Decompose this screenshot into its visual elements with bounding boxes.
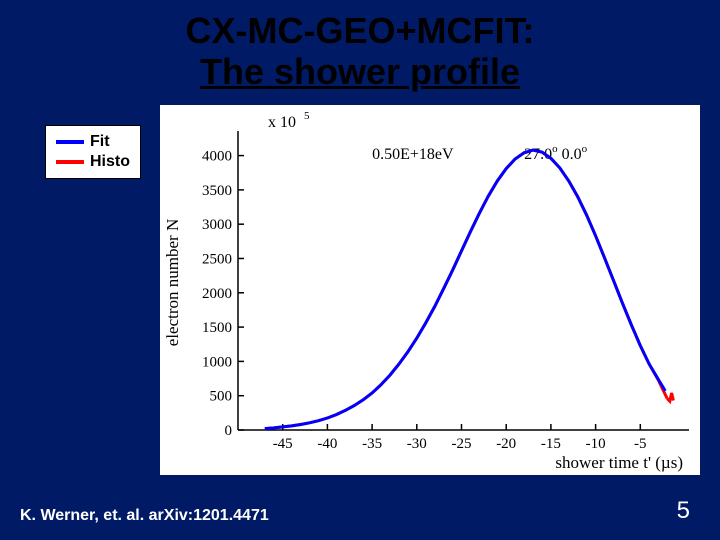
legend-item-histo: Histo (56, 152, 130, 172)
legend: Fit Histo (45, 125, 141, 179)
svg-text:0.50E+18eV: 0.50E+18eV (372, 146, 454, 163)
page-number: 5 (677, 497, 690, 525)
legend-swatch-fit (56, 140, 84, 144)
svg-text:1500: 1500 (202, 320, 232, 336)
svg-text:shower time t' (µs): shower time t' (µs) (555, 453, 683, 472)
svg-text:-25: -25 (452, 436, 472, 452)
chart-svg: 0 500 1000 1500 2000 2500 3000 3500 4000 -45 -40 -3… (160, 105, 700, 475)
svg-text:-30: -30 (407, 436, 427, 452)
legend-item-fit: Fit (56, 132, 130, 152)
svg-text:3000: 3000 (202, 217, 232, 233)
svg-text:500: 500 (210, 389, 233, 405)
chart-panel: 0 500 1000 1500 2000 2500 3000 3500 4000 -45 -40 -3… (160, 105, 700, 475)
svg-text:-40: -40 (317, 436, 337, 452)
svg-text:1000: 1000 (202, 354, 232, 370)
svg-text:0: 0 (225, 423, 233, 439)
svg-text:-20: -20 (496, 436, 516, 452)
citation: K. Werner, et. al. arXiv:1201.4471 (20, 507, 269, 525)
slide-title: CX-MC-GEO+MCFIT: The shower profile (0, 10, 720, 93)
svg-text:-45: -45 (273, 436, 293, 452)
legend-label-histo: Histo (90, 153, 130, 171)
svg-text:-35: -35 (362, 436, 382, 452)
svg-text:electron number N: electron number N (163, 219, 182, 346)
svg-text:3500: 3500 (202, 183, 232, 199)
svg-text:5: 5 (304, 110, 310, 122)
slide-root: CX-MC-GEO+MCFIT: The shower profile Fit … (0, 0, 720, 540)
svg-text:-10: -10 (586, 436, 606, 452)
svg-text:-15: -15 (541, 436, 561, 452)
svg-text:-5: -5 (634, 436, 647, 452)
legend-swatch-histo (56, 160, 84, 164)
svg-text:2000: 2000 (202, 286, 232, 302)
legend-label-fit: Fit (90, 133, 110, 151)
svg-text:4000: 4000 (202, 149, 232, 165)
title-line-2: The shower profile (200, 51, 520, 92)
svg-text:2500: 2500 (202, 251, 232, 267)
title-line-1: CX-MC-GEO+MCFIT: (186, 10, 535, 51)
svg-text:x 10: x 10 (268, 114, 296, 131)
svg-text:27.0o 0.0o: 27.0o 0.0o (524, 143, 588, 163)
